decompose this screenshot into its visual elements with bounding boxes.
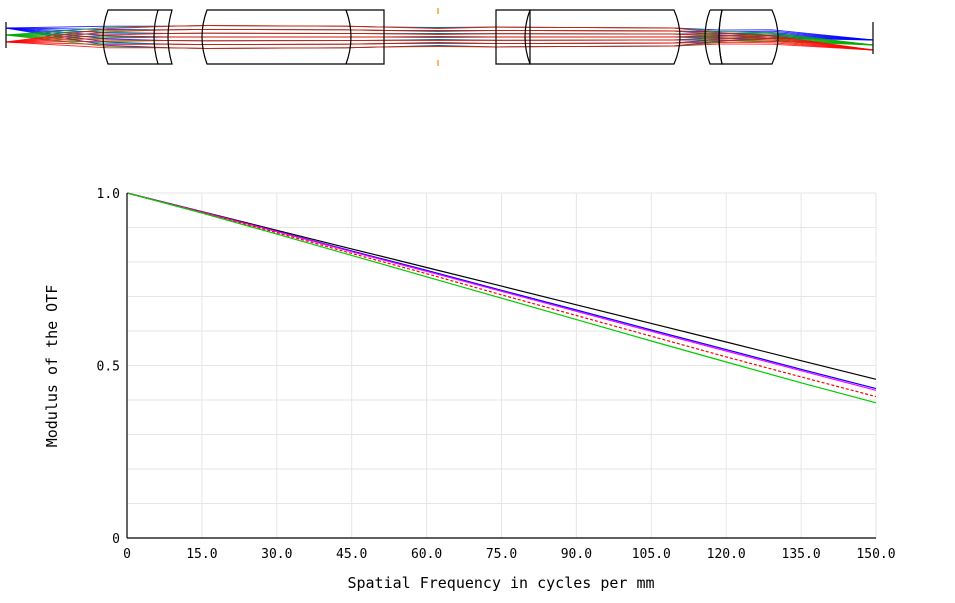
x-tick-label: 15.0 xyxy=(186,547,217,562)
series-line-4 xyxy=(126,192,877,398)
x-tick-label: 105.0 xyxy=(632,547,671,562)
ray-bundle xyxy=(5,25,874,51)
series-lines xyxy=(126,192,877,404)
x-tick-label: 0 xyxy=(123,547,131,562)
x-tick-label: 90.0 xyxy=(561,547,592,562)
y-tick-label: 0 xyxy=(112,532,120,547)
y-tick-label: 1.0 xyxy=(97,187,120,202)
mtf-plot: 0 15.0 30.0 45.0 60.0 75.0 90.0 105.0 120.0 135.0… xyxy=(43,187,896,592)
lens-elements xyxy=(5,8,874,66)
ray-path xyxy=(5,39,874,51)
x-tick-labels: 0 15.0 30.0 45.0 60.0 75.0 90.0 105.0 120.0 135.0… xyxy=(123,547,895,562)
y-tick-label: 0.5 xyxy=(97,360,120,375)
ray-path xyxy=(5,41,874,51)
x-tick-label: 75.0 xyxy=(486,547,517,562)
series-line-1 xyxy=(126,192,877,380)
x-tick-label: 120.0 xyxy=(707,547,746,562)
grid xyxy=(127,192,877,538)
x-axis-label: Spatial Frequency in cycles per mm xyxy=(347,574,654,592)
ray-path xyxy=(5,36,874,51)
x-tick-label: 135.0 xyxy=(782,547,821,562)
x-tick-label: 60.0 xyxy=(411,547,442,562)
x-tick-label: 30.0 xyxy=(261,547,292,562)
lens-layout-diagram xyxy=(5,8,874,66)
ray-path xyxy=(5,28,874,51)
y-tick-labels: 0 0.5 1.0 xyxy=(97,187,120,547)
series-line-3 xyxy=(126,192,877,391)
ray-path xyxy=(5,41,874,51)
x-tick-label: 45.0 xyxy=(336,547,367,562)
y-axis-label: Modulus of the OTF xyxy=(43,285,61,448)
ray-path xyxy=(5,25,874,51)
lens-element-4 xyxy=(346,9,385,65)
x-tick-label: 150.0 xyxy=(856,547,895,562)
series-line-5 xyxy=(126,192,877,404)
lens-element-2 xyxy=(158,9,173,65)
lens-element-6 xyxy=(524,9,681,65)
ray-path xyxy=(5,32,874,51)
lens-element-8 xyxy=(718,9,779,65)
